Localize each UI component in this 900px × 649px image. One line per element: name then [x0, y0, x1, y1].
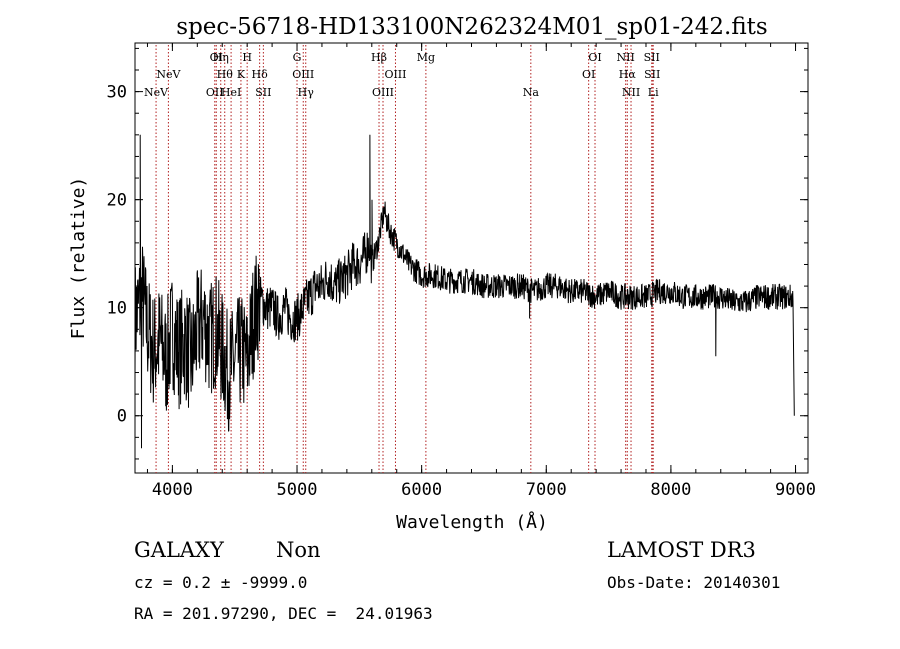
line-label: Hβ — [371, 51, 387, 64]
y-tick-label: 30 — [107, 83, 127, 103]
x-tick-label: 6000 — [401, 480, 442, 500]
line-label: Hθ — [217, 68, 234, 81]
x-tick-label: 9000 — [775, 480, 816, 500]
redshift-line: cz = 0.2 ± -9999.0 — [134, 573, 308, 592]
line-label: Hδ — [252, 68, 269, 81]
line-label: OIII — [292, 68, 314, 81]
line-label: NeV — [144, 86, 169, 99]
line-label: Hγ — [298, 86, 315, 99]
emission-line-markers — [155, 45, 654, 473]
y-tick-label: 10 — [107, 299, 127, 319]
object-class: GALAXY — [134, 538, 224, 562]
survey-name: LAMOST DR3 — [607, 538, 756, 562]
y-tick-label: 0 — [117, 407, 127, 427]
x-axis-ticks: 4000 5000 6000 7000 8000 9000 — [146, 43, 816, 500]
plot-frame — [134, 42, 809, 474]
chart-title: spec-56718-HD133100N262324M01_sp01-242.f… — [176, 14, 767, 40]
emission-line-labels: NeVNeVOIIOIHηHθHeIKHHδSIIGOIIIHγHβOIIIOI… — [144, 51, 660, 99]
x-tick-label: 7000 — [526, 480, 567, 500]
line-label: Mg — [417, 51, 435, 64]
line-label: OIII — [372, 86, 394, 99]
line-label: Hη — [213, 51, 229, 64]
line-label: K — [237, 68, 246, 81]
object-subclass: Non — [276, 538, 321, 562]
x-tick-label: 5000 — [277, 480, 318, 500]
x-axis-label: Wavelength (Å) — [396, 511, 548, 533]
coordinates: RA = 201.97290, DEC = 24.01963 — [134, 604, 433, 623]
line-label: OII — [206, 86, 224, 99]
line-label: OI — [210, 51, 223, 64]
line-label: NII — [622, 86, 640, 99]
y-axis-ticks: 0 10 20 30 — [107, 47, 808, 460]
line-label: G — [293, 51, 302, 64]
line-label: SII — [644, 51, 660, 64]
x-tick-label: 8000 — [650, 480, 691, 500]
spectrum-line — [134, 134, 795, 449]
obs-date: Obs-Date: 20140301 — [607, 573, 781, 592]
x-tick-label: 4000 — [152, 480, 193, 500]
line-label: OI — [582, 68, 595, 81]
line-label: H — [242, 51, 252, 64]
y-tick-label: 20 — [107, 191, 127, 211]
line-label: NeV — [156, 68, 181, 81]
line-label: HeI — [221, 86, 241, 99]
line-label: OI — [588, 51, 601, 64]
line-label: Li — [648, 86, 659, 99]
line-label: Hα — [619, 68, 637, 81]
line-label: NII — [617, 51, 635, 64]
line-label: SII — [644, 68, 660, 81]
line-label: OIII — [384, 68, 406, 81]
y-axis-label: Flux (relative) — [68, 177, 89, 340]
line-label: Na — [523, 86, 540, 99]
line-label: SII — [255, 86, 271, 99]
